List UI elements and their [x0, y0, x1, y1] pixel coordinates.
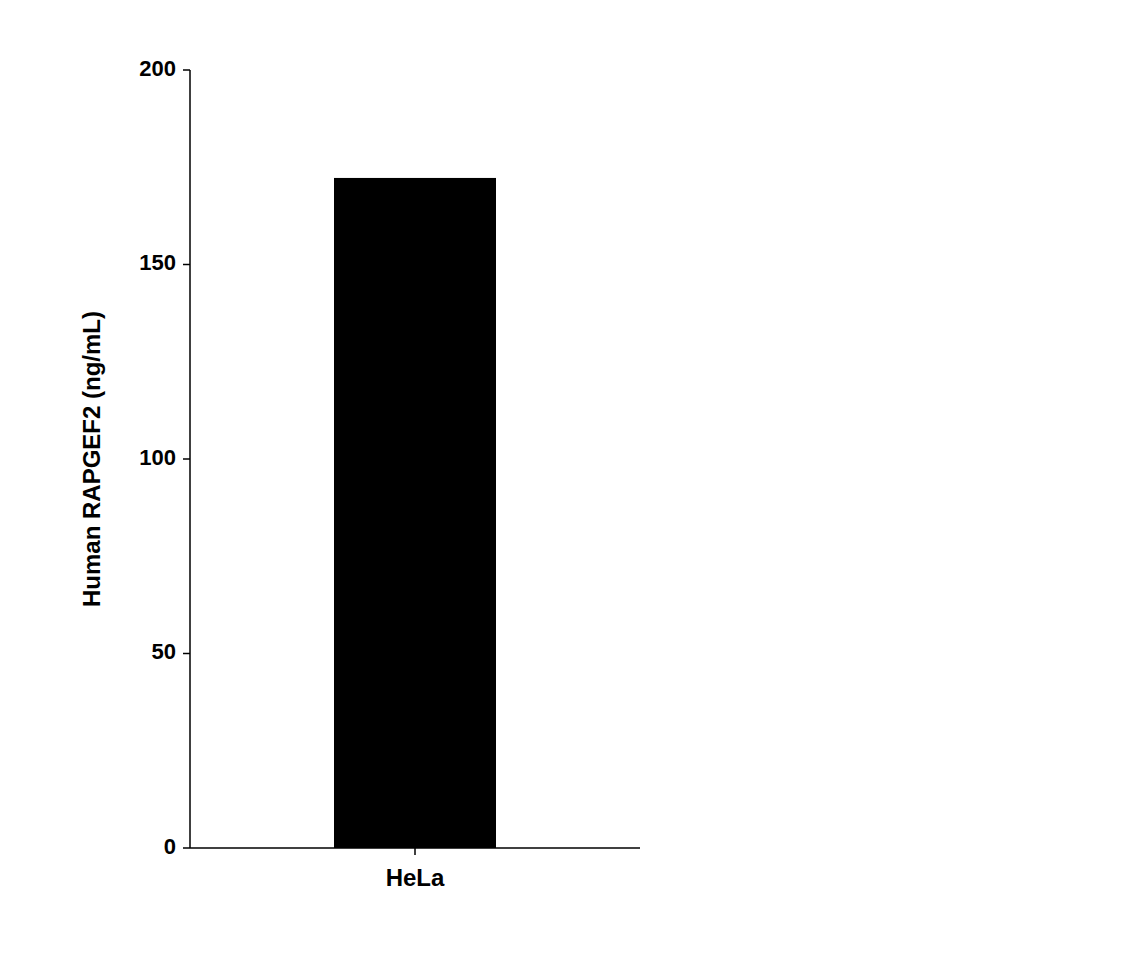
plot: 0 50 100 150 200 HeLa Human RAPGEF2 (ng/mL)	[78, 56, 640, 891]
chart-svg: 0 50 100 150 200 HeLa Human RAPGEF2 (ng/mL)	[0, 0, 1140, 968]
y-tick	[183, 69, 190, 71]
y-tick	[183, 653, 190, 655]
bar	[334, 178, 496, 848]
y-tick-label: 0	[164, 834, 176, 859]
y-tick-label: 100	[139, 445, 176, 470]
bars	[334, 178, 496, 848]
y-tick-label: 50	[152, 639, 176, 664]
y-tick	[183, 458, 190, 460]
y-tick	[183, 264, 190, 266]
chart-container: 0 50 100 150 200 HeLa Human RAPGEF2 (ng/mL)	[0, 0, 1140, 968]
y-axis-label: Human RAPGEF2 (ng/mL)	[78, 311, 105, 607]
y-tick	[183, 847, 190, 849]
x-tick-label: HeLa	[386, 864, 445, 891]
x-tick	[414, 848, 416, 855]
y-tick-label: 150	[139, 250, 176, 275]
y-tick-label: 200	[139, 56, 176, 81]
